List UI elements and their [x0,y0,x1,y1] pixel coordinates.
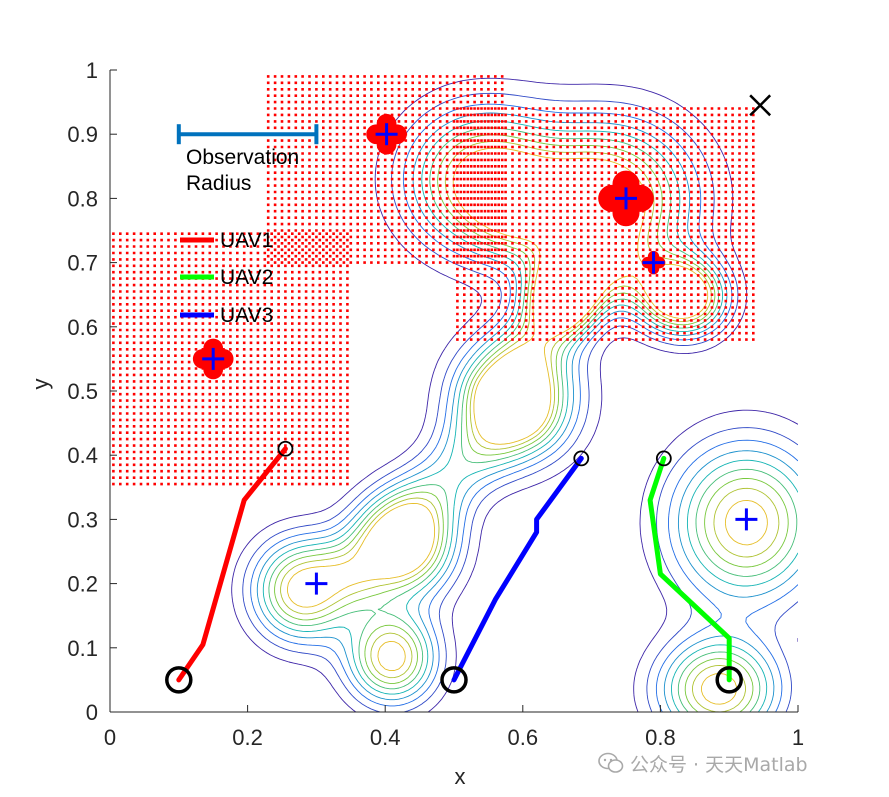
uav-paths [176,446,732,683]
wechat-icon [598,752,624,773]
path-uav1 [176,446,288,683]
end-marker [277,440,294,457]
y-tick-label: 0.8 [67,186,98,211]
observed-target-6 [192,338,234,380]
observed-target-4 [598,170,654,227]
observed-target-5 [641,250,666,275]
watermark: 公众号 · 天天Matlab [598,750,808,776]
x-tick-label: 0.4 [370,725,401,750]
y-tick-label: 0.2 [67,572,98,597]
watermark-text: 公众号 · 天天Matlab [630,753,808,776]
y-tick-label: 0.4 [67,443,98,468]
path-uav2 [647,455,732,683]
y-tick-label: 1 [86,58,98,83]
y-tick-label: 0.9 [67,122,98,147]
y-tick-label: 0.3 [67,507,98,532]
end-marker [655,450,672,467]
x-tick-label: 0.2 [232,725,263,750]
y-ticks: 0 0.1 0.2 0.3 0.4 0.5 0.6 0.7 0.8 0.9 1 [67,58,117,725]
target-2 [735,508,758,531]
observation-radius-label-line1: Observation [186,146,299,169]
y-axis-label: y [28,379,53,390]
target-markers [192,113,758,595]
y-tick-label: 0.5 [67,379,98,404]
contour-level-7 [274,134,789,712]
x-ticks: 0 0.2 0.4 0.6 0.8 1 [104,705,804,750]
contour-level-8 [280,141,780,712]
x-tick-label: 0.6 [508,725,539,750]
observed-region-2 [456,107,755,341]
observation-radius-label-line2: Radius [186,172,251,195]
y-tick-label: 0.1 [67,636,98,661]
observation-radius-indicator: Observation Radius [176,124,319,195]
contour-level-2 [242,92,798,712]
y-tick-label: 0.7 [67,251,98,276]
goal-marker [749,94,772,117]
target-1 [305,572,328,595]
start-marker [165,666,193,694]
observed-target-3 [366,113,407,155]
start-marker [715,666,743,694]
goal-x-stroke-2 [749,94,772,117]
legend-label-uav2: UAV2 [220,266,273,289]
contour-level-5 [262,120,798,712]
x-tick-label: 0.8 [645,725,676,750]
y-tick-label: 0 [86,700,98,725]
legend-label-uav3: UAV3 [220,304,273,327]
x-tick-label: 1 [792,725,804,750]
legend: UAV1 UAV2 UAV3 [180,229,273,327]
observed-points [112,75,755,486]
start-marker [440,666,468,694]
contour-level-4 [256,112,798,712]
x-axis-label: x [455,764,466,789]
path-uav3 [451,455,584,683]
x-tick-label: 0 [104,725,116,750]
legend-label-uav1: UAV1 [220,229,273,252]
end-marker [573,450,590,467]
y-tick-label: 0.6 [67,315,98,340]
start-end-markers [165,440,743,694]
